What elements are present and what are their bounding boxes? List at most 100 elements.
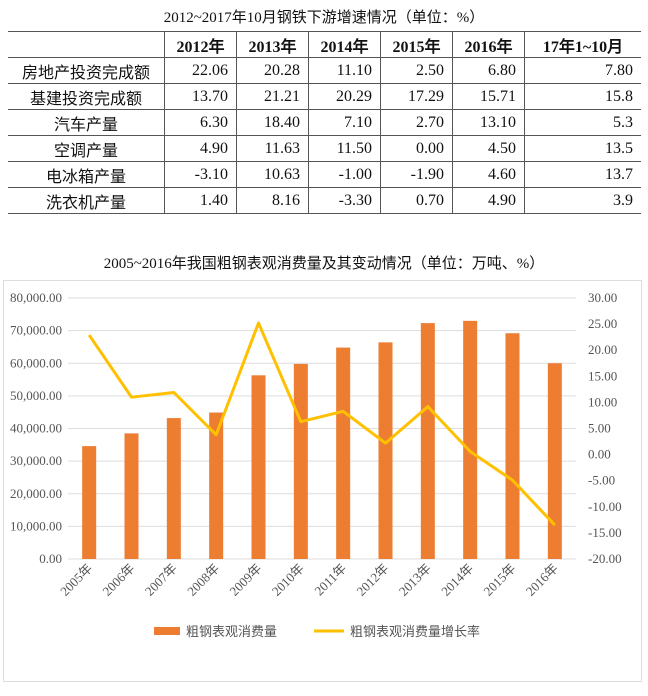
right-tick-label: -5.00 — [588, 473, 615, 488]
left-tick-label: 10,000.00 — [10, 518, 62, 533]
x-tick-label: 2015年 — [480, 561, 518, 599]
table-row: 空调产量 4.90 11.63 11.50 0.00 4.50 13.5 — [8, 135, 641, 162]
legend-line-label: 粗钢表观消费量增长率 — [350, 624, 480, 639]
table-cell: -3.30 — [308, 187, 381, 214]
column-header: 2014年 — [308, 31, 381, 58]
table-cell: 1.40 — [164, 187, 237, 214]
table-cell: -1.90 — [380, 161, 453, 188]
legend-bar-swatch — [154, 627, 180, 635]
column-header: 17年1~10月 — [524, 31, 641, 58]
table-cell: 0.70 — [380, 187, 453, 214]
combo-chart: 0.00 10,000.00 20,000.00 30,000.00 40,000.00… — [10, 290, 622, 639]
right-tick-label: 25.00 — [588, 316, 617, 331]
column-header: 2012年 — [164, 31, 237, 58]
bar-2010年 — [293, 363, 308, 559]
downstream-growth-table: 2012年 2013年 2014年 2015年 2016年 17年1~10月 房地产投资完… — [8, 31, 641, 214]
column-header: 2013年 — [236, 31, 309, 58]
table-cell: 13.5 — [524, 135, 641, 162]
x-tick-label: 2006年 — [99, 561, 137, 599]
bar-2005年 — [82, 446, 97, 559]
table-cell: 20.29 — [308, 83, 381, 110]
bar-2009年 — [251, 375, 266, 559]
table-cell: 4.90 — [452, 187, 525, 214]
table-cell: 3.9 — [524, 187, 641, 214]
x-tick-label: 2007年 — [142, 561, 180, 599]
table-cell: 8.16 — [236, 187, 309, 214]
x-tick-label: 2011年 — [311, 561, 349, 599]
table-cell: -1.00 — [308, 161, 381, 188]
right-tick-label: -15.00 — [588, 525, 622, 540]
table-row: 基建投资完成额 13.70 21.21 20.29 17.29 15.71 15.8 — [8, 83, 641, 110]
table-cell: 6.30 — [164, 109, 237, 136]
left-tick-label: 0.00 — [39, 551, 62, 566]
bar-2016年 — [547, 363, 562, 559]
table-row: 房地产投资完成额 22.06 20.28 11.10 2.50 6.80 7.80 — [8, 57, 641, 84]
table-cell: 15.8 — [524, 83, 641, 110]
table-cell: 2.50 — [380, 57, 453, 84]
table-cell: 11.50 — [308, 135, 381, 162]
table-cell: 4.60 — [452, 161, 525, 188]
row-label: 基建投资完成额 — [8, 83, 165, 110]
left-tick-label: 20,000.00 — [10, 486, 62, 501]
x-tick-label: 2008年 — [184, 561, 222, 599]
bar-2012年 — [378, 342, 393, 559]
left-tick-label: 30,000.00 — [10, 453, 62, 468]
x-tick-label: 2012年 — [353, 561, 391, 599]
table-cell: 4.90 — [164, 135, 237, 162]
x-tick-label: 2014年 — [438, 561, 476, 599]
column-header: 2016年 — [452, 31, 525, 58]
right-tick-label: 10.00 — [588, 394, 617, 409]
left-tick-label: 40,000.00 — [10, 421, 62, 436]
table-cell: 7.80 — [524, 57, 641, 84]
table-cell: 0.00 — [380, 135, 453, 162]
right-tick-label: 30.00 — [588, 290, 617, 305]
bar-2011年 — [336, 347, 351, 559]
table-row: 电冰箱产量 -3.10 10.63 -1.00 -1.90 4.60 13.7 — [8, 161, 641, 188]
table-cell: 6.80 — [452, 57, 525, 84]
table-row: 洗衣机产量 1.40 8.16 -3.30 0.70 4.90 3.9 — [8, 187, 641, 214]
row-label: 洗衣机产量 — [8, 187, 165, 214]
x-tick-label: 2009年 — [226, 561, 264, 599]
bar-2007年 — [166, 418, 181, 559]
row-label: 房地产投资完成额 — [8, 57, 165, 84]
bar-2008年 — [209, 412, 224, 559]
x-tick-label: 2010年 — [269, 561, 307, 599]
row-label: 汽车产量 — [8, 109, 165, 136]
table-cell: 7.10 — [308, 109, 381, 136]
left-tick-label: 70,000.00 — [10, 323, 62, 338]
x-tick-label: 2016年 — [523, 561, 561, 599]
row-label: 空调产量 — [8, 135, 165, 162]
table-title: 2012~2017年10月钢铁下游增速情况（单位：%） — [163, 10, 485, 26]
table-cell: 11.10 — [308, 57, 381, 84]
table-cell: 17.29 — [380, 83, 453, 110]
table-cell: 13.7 — [524, 161, 641, 188]
table-row: 汽车产量 6.30 18.40 7.10 2.70 13.10 5.3 — [8, 109, 641, 136]
table-header-row: 2012年 2013年 2014年 2015年 2016年 17年1~10月 — [8, 31, 641, 58]
table-cell: 5.3 — [524, 109, 641, 136]
left-tick-label: 50,000.00 — [10, 388, 62, 403]
x-tick-label: 2005年 — [57, 561, 95, 599]
table-cell: 15.71 — [452, 83, 525, 110]
header-blank — [8, 31, 165, 58]
right-tick-label: 20.00 — [588, 342, 617, 357]
right-tick-label: 5.00 — [588, 421, 611, 436]
table-cell: 13.70 — [164, 83, 237, 110]
table-cell: 11.63 — [236, 135, 309, 162]
growth-rate-line — [87, 321, 556, 527]
table-cell: 20.28 — [236, 57, 309, 84]
right-tick-label: 0.00 — [588, 447, 611, 462]
bar-2013年 — [420, 323, 435, 559]
chart-area: 0.00 10,000.00 20,000.00 30,000.00 40,000.00… — [3, 280, 642, 682]
table-cell: 18.40 — [236, 109, 309, 136]
right-tick-label: -10.00 — [588, 499, 622, 514]
table-cell: -3.10 — [164, 161, 237, 188]
bar-2006年 — [124, 433, 139, 559]
table-cell: 4.50 — [452, 135, 525, 162]
column-header: 2015年 — [380, 31, 453, 58]
bar-2014年 — [463, 320, 478, 559]
table-cell: 21.21 — [236, 83, 309, 110]
legend-bar-label: 粗钢表观消费量 — [186, 624, 277, 639]
row-label: 电冰箱产量 — [8, 161, 165, 188]
bar-2015年 — [505, 333, 520, 559]
left-tick-label: 60,000.00 — [10, 355, 62, 370]
